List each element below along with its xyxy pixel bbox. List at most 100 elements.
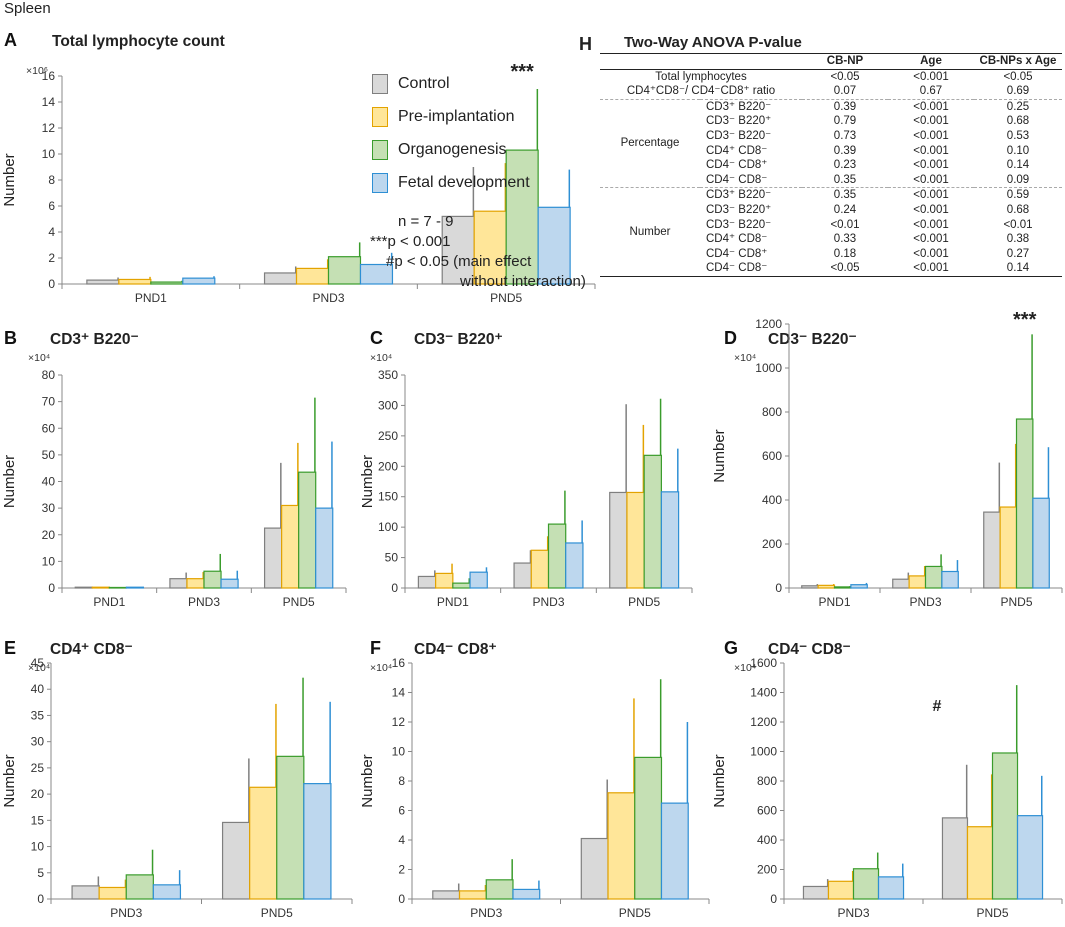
axis-multiplier: ×10⁴ (28, 352, 50, 364)
bar (74, 586, 93, 589)
table-row: Number CD3⁺ B220⁻ 0.35 <0.001 0.59 (600, 187, 1062, 277)
cell: 0.68 (1006, 115, 1030, 128)
x-tick-label: PND5 (283, 595, 315, 609)
row-label: CD3⁺ B220⁻ (700, 187, 802, 203)
y-tick-label: 400 (757, 833, 777, 847)
cell: 0.33 (833, 233, 857, 246)
bar (852, 868, 880, 900)
table-row: CD4⁻ CD8⁻ 0.35 <0.001 0.09 (600, 173, 1062, 188)
col-header: Age (888, 53, 974, 70)
y-tick-label: 400 (762, 493, 782, 507)
legend-label: Fetal development (398, 174, 530, 191)
row-label: CD3⁻ B220⁻ (706, 218, 772, 231)
bar (512, 888, 541, 900)
cell: <0.001 (913, 115, 949, 128)
panel-letter: B (4, 328, 17, 348)
x-tick-label: PND1 (818, 595, 850, 609)
bar (432, 890, 461, 900)
x-tick-label: PND5 (1000, 595, 1032, 609)
y-tick-label: 1200 (755, 317, 782, 331)
cell: <0.001 (913, 218, 949, 231)
y-tick-label: 300 (378, 398, 398, 412)
legend-swatch (372, 173, 388, 193)
y-tick-label: 1400 (750, 686, 777, 700)
y-tick-label: 0 (391, 581, 398, 595)
row-label: CD3⁺ B220⁻ (700, 98, 802, 115)
cell: <0.05 (1003, 70, 1033, 83)
cell: <0.001 (913, 247, 949, 260)
cell: 0.14 (1006, 159, 1030, 172)
y-tick-label: 30 (31, 735, 45, 749)
table-row: CD3⁻ B220⁻ <0.01 <0.001 <0.01 (600, 218, 1062, 233)
y-tick-label: 4 (398, 833, 405, 847)
x-tick-label: PND5 (628, 595, 660, 609)
note-p-005: #p < 0.05 (main effect (386, 253, 532, 270)
anova-title: Two-Way ANOVA P-value (624, 34, 802, 51)
y-tick-label: 8 (48, 173, 55, 187)
bar (513, 562, 532, 589)
y-tick-label: 600 (757, 804, 777, 818)
bar (359, 263, 394, 285)
bar (1016, 815, 1044, 900)
cell: 0.07 (833, 85, 857, 98)
col-header: CB-NP (802, 53, 888, 70)
cell: 0.38 (1006, 233, 1030, 246)
bar (295, 267, 330, 285)
bar (125, 586, 145, 589)
y-tick-label: 0 (37, 892, 44, 906)
cell: 0.23 (833, 159, 857, 172)
cell: 0.35 (802, 187, 888, 203)
y-tick-label: 50 (42, 448, 56, 462)
row-label: Total lymphocytes (655, 70, 747, 83)
cell: <0.01 (830, 218, 860, 231)
bar (983, 511, 1001, 589)
bar (263, 527, 283, 589)
bar (186, 578, 205, 589)
cell: <0.001 (888, 187, 974, 203)
figure-label: Spleen (4, 0, 51, 17)
y-tick-label: 1000 (755, 361, 782, 375)
bar (607, 792, 636, 900)
col-header: CB-NPs x Age (974, 53, 1062, 70)
y-tick-label: 0 (48, 277, 55, 291)
note-interaction: without interaction) (460, 273, 586, 290)
cell: 0.18 (833, 247, 857, 260)
anova-grid: CB-NP Age CB-NPs x Age Total lymphocytes… (600, 53, 1062, 277)
significance-annotation: *** (1013, 309, 1037, 331)
bar (417, 575, 437, 589)
bar (452, 582, 471, 589)
y-axis-label: Number (711, 754, 728, 807)
table-row: CD4⁺ CD8⁻ 0.33 <0.001 0.38 (600, 232, 1062, 247)
anova-table: Two-Way ANOVA P-value CB-NP Age CB-NPs x… (600, 34, 1062, 277)
bar (220, 578, 239, 589)
legend-item-organogenesis: Organogenesis (372, 138, 507, 162)
y-axis-label: Number (1, 153, 18, 206)
bar (458, 890, 487, 900)
y-tick-label: 16 (392, 656, 406, 670)
y-tick-label: 14 (392, 686, 406, 700)
bar (991, 752, 1019, 900)
bar (565, 542, 584, 589)
cell: <0.001 (913, 144, 949, 157)
bar (547, 523, 567, 589)
cell: 0.10 (1006, 144, 1030, 157)
y-tick-label: 60 (42, 421, 56, 435)
table-row: CD4⁻ CD8⁺ 0.18 <0.001 0.27 (600, 247, 1062, 262)
axis-multiplier: ×10⁴ (734, 352, 756, 364)
row-label: CD3⁻ B220⁺ (706, 203, 772, 216)
cell: 0.68 (1006, 203, 1030, 216)
bar (1015, 418, 1034, 589)
x-tick-label: PND5 (261, 906, 293, 920)
cell: 0.25 (974, 98, 1062, 115)
y-tick-label: 0 (770, 892, 777, 906)
bar (634, 756, 663, 900)
y-tick-label: 70 (42, 395, 56, 409)
y-tick-label: 1200 (750, 715, 777, 729)
cell: <0.001 (913, 203, 949, 216)
x-tick-label: PND1 (437, 595, 469, 609)
bar (892, 578, 910, 589)
y-axis-label: Number (1, 754, 18, 807)
cell: 0.14 (1006, 262, 1030, 275)
chart-title: CD4⁺ CD8⁻ (50, 641, 133, 658)
note-n: n = 7 - 9 (398, 213, 454, 230)
